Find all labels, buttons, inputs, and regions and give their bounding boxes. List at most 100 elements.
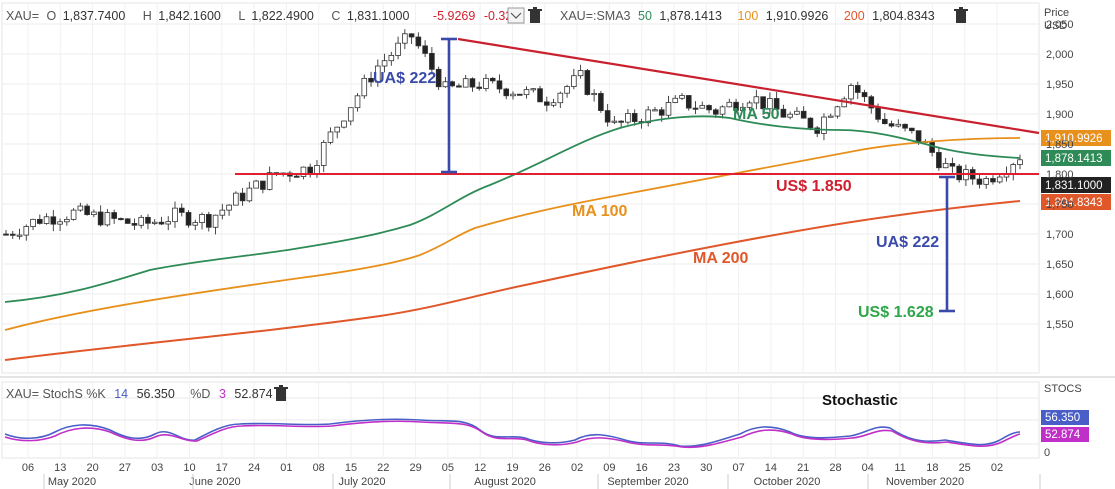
candle-up	[530, 88, 537, 91]
ma50-line	[4, 115, 1021, 303]
candle-down	[111, 212, 117, 219]
ma200-line	[4, 200, 1021, 361]
tag-ma200-text: 1,804.8343	[1045, 197, 1103, 209]
candle-up	[138, 216, 145, 226]
candle-down	[97, 211, 104, 226]
candle-down	[456, 85, 462, 88]
x-month-label: September 2020	[607, 476, 688, 488]
candle-up	[226, 204, 232, 211]
y-tick-label: 1,900	[1046, 109, 1074, 121]
dropdown-box[interactable]	[507, 7, 525, 24]
tag-close-text: 1,831.1000	[1045, 180, 1103, 192]
candle-up	[253, 180, 259, 189]
candle-down	[84, 205, 90, 216]
x-day-label: 30	[700, 462, 712, 474]
stoch-grid	[2, 397, 1039, 445]
ma100-line	[4, 137, 1021, 331]
candle-up	[104, 212, 111, 226]
x-day-label: 14	[765, 462, 777, 474]
candle-up	[361, 77, 368, 97]
candle-up	[462, 78, 469, 88]
candle-up	[300, 166, 307, 177]
x-day-label: 13	[54, 462, 66, 474]
x-day-label: 06	[22, 462, 34, 474]
x-day-label: 01	[280, 462, 292, 474]
candle-down	[875, 107, 881, 120]
annotation-us-1850: US$ 1.850	[776, 178, 852, 195]
candle-down	[496, 80, 503, 90]
candle-up	[719, 106, 726, 115]
candle-up	[334, 126, 341, 133]
x-day-label: 09	[603, 462, 615, 474]
candle-up	[1010, 164, 1017, 174]
x-day-label: 03	[151, 462, 163, 474]
candle-down	[469, 78, 476, 88]
tag-stoch-k	[1041, 410, 1089, 425]
candle-up	[523, 89, 530, 96]
x-day-label: 19	[506, 462, 518, 474]
candle-up	[672, 97, 679, 103]
x-day-label: 27	[119, 462, 131, 474]
candle-down	[185, 212, 192, 226]
x-day-label: 15	[345, 462, 357, 474]
candle-up	[740, 106, 746, 111]
x-day-label: 22	[377, 462, 389, 474]
candle-up	[821, 116, 827, 134]
x-axis: 06 13 20 27 03 10 17 24 01 08 15 22 29 05 12 19 26 02 09 16…	[22, 462, 1041, 489]
stoch-axis-title: STOCS	[1044, 383, 1082, 395]
header-sma: XAU=:SMA3 50 1,878.1413 100 1,910.9926 2…	[560, 9, 935, 23]
candle-up	[77, 205, 84, 211]
candle-up	[381, 60, 388, 67]
trash-icon-sma[interactable]	[954, 7, 968, 23]
candle-up	[753, 96, 760, 104]
annotation-us-1628: US$ 1.628	[858, 304, 934, 321]
candle-down	[598, 93, 604, 111]
annotation-ma50: MA 50	[733, 106, 780, 123]
x-day-label: 21	[797, 462, 809, 474]
candle-down	[604, 110, 611, 123]
price-panel	[1, 2, 1040, 374]
candle-down	[773, 98, 780, 110]
candle-up	[16, 234, 23, 237]
candle-down	[909, 127, 915, 132]
candle-up	[564, 86, 570, 94]
candle-up	[402, 33, 408, 44]
candle-up	[64, 219, 70, 223]
candle-up	[233, 192, 239, 206]
candle-up	[645, 109, 651, 124]
trash-icon-stoch[interactable]	[274, 385, 288, 401]
candle-down	[631, 113, 638, 122]
annotation-ua-bottom: UA$ 222	[876, 234, 939, 251]
price-axis	[1040, 3, 1113, 459]
candle-up	[611, 120, 618, 123]
candle-down	[807, 117, 814, 129]
y-tick-label: 1,750	[1046, 199, 1074, 211]
x-day-label: 18	[926, 462, 938, 474]
y-tick-label: 1,550	[1046, 319, 1074, 331]
candle-down	[861, 92, 868, 98]
y-tick-label: 1,850	[1046, 139, 1074, 151]
candle-down	[37, 218, 43, 224]
candle-up	[23, 226, 30, 236]
candle-down	[990, 178, 996, 183]
candle-down	[949, 163, 956, 167]
candle-up	[388, 55, 395, 62]
tag-ma50-text: 1,878.1413	[1045, 153, 1103, 165]
candle-down	[956, 165, 962, 181]
candle-down	[692, 107, 699, 110]
tag-close	[1041, 177, 1111, 193]
trash-icon[interactable]	[528, 7, 542, 23]
candle-up	[895, 123, 902, 127]
x-day-label: 17	[216, 462, 228, 474]
candle-down	[713, 109, 719, 115]
y-tick-label: 2,000	[1046, 49, 1074, 61]
candle-up	[374, 65, 381, 83]
dropdown-button[interactable]	[507, 7, 525, 24]
candle-up	[510, 93, 516, 97]
stoch-d-line	[4, 420, 1021, 449]
candle-up	[746, 102, 753, 108]
annotation-ma100: MA 100	[572, 203, 628, 220]
x-month-label: July 2020	[338, 476, 385, 488]
candle-up	[246, 187, 253, 202]
